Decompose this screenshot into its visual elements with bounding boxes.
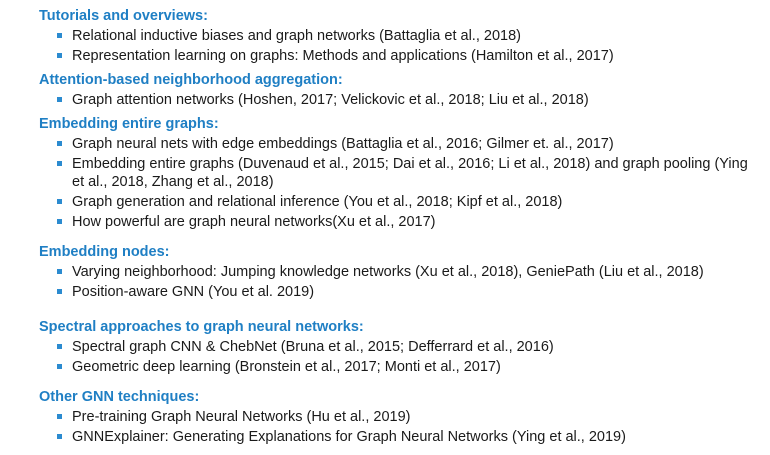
section-heading: Tutorials and overviews: <box>39 8 208 24</box>
list-item-text: Varying neighborhood: Jumping knowledge … <box>72 264 704 280</box>
section-heading: Attention-based neighborhood aggregation… <box>39 72 343 88</box>
list-item: Graph generation and relational inferenc… <box>39 193 764 211</box>
list-item: How powerful are graph neural networks(X… <box>39 213 764 231</box>
bullet-square-icon <box>57 199 62 204</box>
section-tutorials: Tutorials and overviews: Relational indu… <box>39 7 764 65</box>
bullet-square-icon <box>57 33 62 38</box>
list-item-text: Position-aware GNN (You et al. 2019) <box>72 284 315 300</box>
list-item-text: Pre-training Graph Neural Networks (Hu e… <box>72 409 411 425</box>
bullet-square-icon <box>57 53 62 58</box>
bullet-square-icon <box>57 344 62 349</box>
section-other-gnn: Other GNN techniques: Pre-training Graph… <box>39 388 764 446</box>
list-item: Graph neural nets with edge embeddings (… <box>39 135 764 153</box>
list-item-text: Graph generation and relational inferenc… <box>72 194 563 210</box>
list-item: GNNExplainer: Generating Explanations fo… <box>39 428 764 446</box>
section-heading: Spectral approaches to graph neural netw… <box>39 319 364 335</box>
list-item: Varying neighborhood: Jumping knowledge … <box>39 263 764 281</box>
list-item: Graph attention networks (Hoshen, 2017; … <box>39 91 764 109</box>
bullet-list: Varying neighborhood: Jumping knowledge … <box>39 263 764 301</box>
bullet-list: Pre-training Graph Neural Networks (Hu e… <box>39 408 764 446</box>
bullet-square-icon <box>57 414 62 419</box>
bullet-square-icon <box>57 269 62 274</box>
bullet-square-icon <box>57 141 62 146</box>
section-attention: Attention-based neighborhood aggregation… <box>39 71 764 109</box>
list-item-text: Embedding entire graphs (Duvenaud et al.… <box>72 156 748 190</box>
list-item-text: Geometric deep learning (Bronstein et al… <box>72 359 501 375</box>
list-item: Geometric deep learning (Bronstein et al… <box>39 358 764 376</box>
bullet-list: Relational inductive biases and graph ne… <box>39 27 764 65</box>
section-heading: Other GNN techniques: <box>39 389 200 405</box>
list-item-text: Graph attention networks (Hoshen, 2017; … <box>72 92 589 108</box>
section-embedding-graphs: Embedding entire graphs: Graph neural ne… <box>39 115 764 231</box>
bullet-list: Graph attention networks (Hoshen, 2017; … <box>39 91 764 109</box>
bullet-square-icon <box>57 219 62 224</box>
bullet-square-icon <box>57 289 62 294</box>
section-heading: Embedding entire graphs: <box>39 116 219 132</box>
list-item-text: GNNExplainer: Generating Explanations fo… <box>72 429 626 445</box>
section-heading: Embedding nodes: <box>39 244 170 260</box>
list-item-text: How powerful are graph neural networks(X… <box>72 214 436 230</box>
list-item-text: Graph neural nets with edge embeddings (… <box>72 136 614 152</box>
list-item: Position-aware GNN (You et al. 2019) <box>39 283 764 301</box>
list-item: Pre-training Graph Neural Networks (Hu e… <box>39 408 764 426</box>
list-item-text: Spectral graph CNN & ChebNet (Bruna et a… <box>72 339 554 355</box>
section-embedding-nodes: Embedding nodes: Varying neighborhood: J… <box>39 243 764 301</box>
list-item: Relational inductive biases and graph ne… <box>39 27 764 45</box>
list-item: Spectral graph CNN & ChebNet (Bruna et a… <box>39 338 764 356</box>
bullet-list: Graph neural nets with edge embeddings (… <box>39 135 764 231</box>
list-item-text: Relational inductive biases and graph ne… <box>72 28 521 44</box>
list-item: Embedding entire graphs (Duvenaud et al.… <box>39 155 752 191</box>
bullet-square-icon <box>57 434 62 439</box>
list-item: Representation learning on graphs: Metho… <box>39 47 764 65</box>
list-item-text: Representation learning on graphs: Metho… <box>72 48 614 64</box>
bullet-square-icon <box>57 364 62 369</box>
bullet-list: Spectral graph CNN & ChebNet (Bruna et a… <box>39 338 764 376</box>
bullet-square-icon <box>57 97 62 102</box>
bullet-square-icon <box>57 161 62 166</box>
section-spectral: Spectral approaches to graph neural netw… <box>39 318 764 376</box>
